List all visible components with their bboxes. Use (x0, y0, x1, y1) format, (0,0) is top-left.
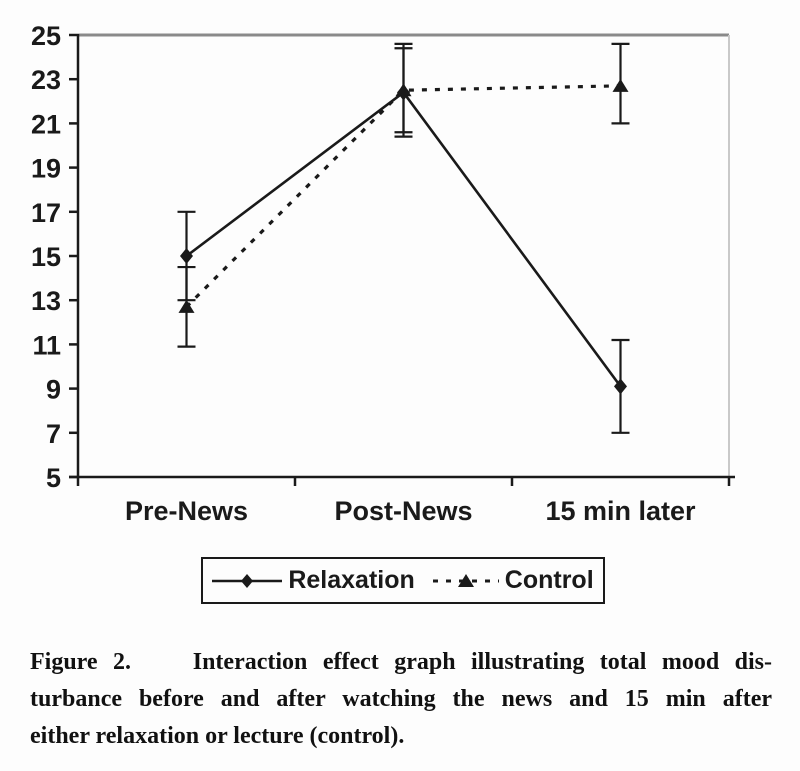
svg-text:Pre-News: Pre-News (125, 496, 248, 526)
svg-text:19: 19 (31, 154, 61, 184)
control-line-sample (432, 571, 499, 591)
legend-label-relaxation: Relaxation (288, 566, 415, 594)
svg-text:15 min later: 15 min later (545, 496, 696, 526)
svg-text:5: 5 (46, 463, 61, 493)
relaxation-line-sample (212, 571, 283, 591)
svg-text:7: 7 (46, 419, 61, 449)
legend-item-relaxation: Relaxation (212, 566, 415, 595)
mood-disturbance-line-chart: 25 23 21 19 17 15 13 11 9 7 5 Pre-News Post-News 15 m… (31, 21, 735, 526)
svg-text:21: 21 (31, 109, 61, 139)
chart-legend: Relaxation Control (201, 557, 605, 604)
svg-text:9: 9 (46, 375, 61, 405)
caption-line-2: turbance before and after watching the n… (30, 686, 772, 712)
svg-text:Post-News: Post-News (334, 496, 472, 526)
legend-label-control: Control (504, 566, 594, 594)
caption-line-3: either relaxation or lecture (control). (30, 723, 405, 749)
diamond-marker-icon (212, 573, 283, 588)
triangle-marker-icon (432, 573, 499, 587)
svg-text:11: 11 (32, 330, 61, 360)
svg-text:13: 13 (31, 286, 61, 316)
svg-text:23: 23 (31, 65, 61, 95)
figure-caption: Figure 2. Interaction effect graph illus… (30, 644, 772, 755)
svg-text:17: 17 (31, 198, 61, 228)
svg-text:25: 25 (31, 21, 61, 51)
caption-line-1: Figure 2. Interaction effect graph illus… (30, 649, 772, 675)
svg-text:15: 15 (31, 242, 61, 272)
legend-item-control: Control (432, 566, 594, 595)
